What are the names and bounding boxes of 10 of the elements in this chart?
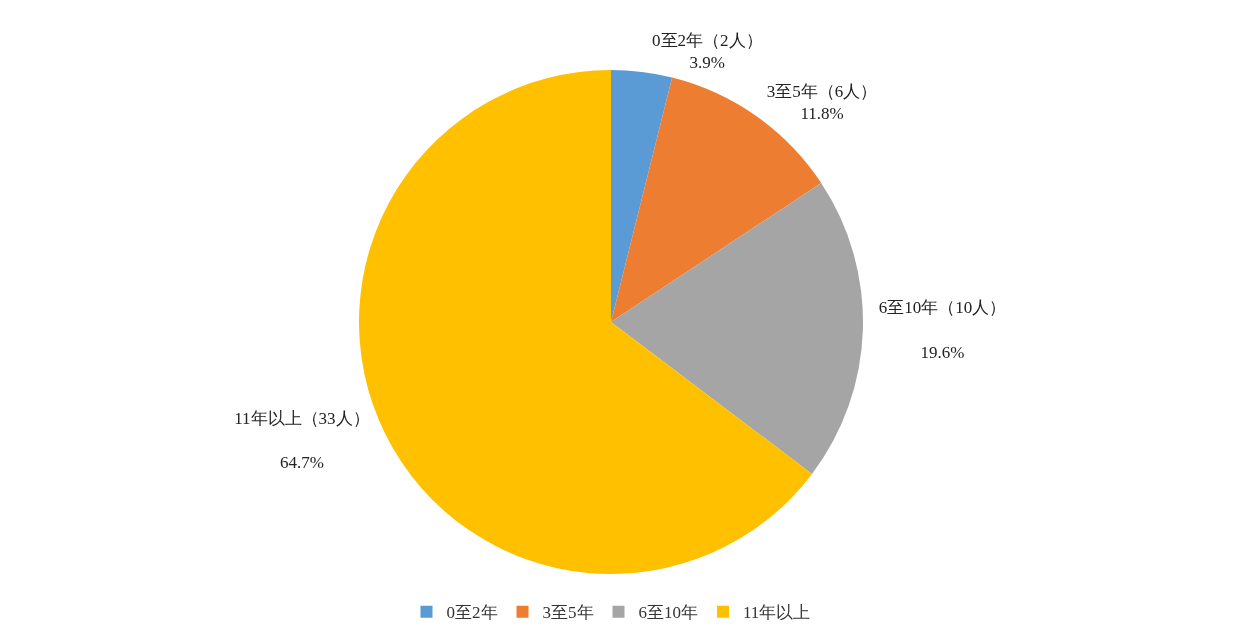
text: 6至10年（10人） 19.6%: [878, 298, 1007, 362]
legend-label: 3至5年: [542, 603, 594, 623]
pie-slice: [611, 70, 673, 322]
legend-label: 6至10年: [638, 603, 698, 623]
legend-label: 0至2年: [446, 603, 498, 623]
data-label: 3至5年（6人） 11.8%: [766, 82, 878, 124]
legend-label: 11年以上: [743, 603, 811, 623]
text: 11年以上（33人） 64.7%: [234, 408, 370, 473]
pie-slice: [611, 182, 863, 474]
data-label: 0至2年（2人） 3.9%: [652, 31, 763, 73]
